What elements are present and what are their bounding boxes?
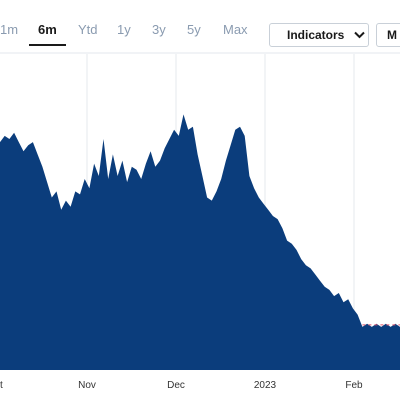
indicators-label: Indicators — [287, 28, 345, 42]
tab-ytd[interactable]: Ytd — [78, 22, 98, 37]
tab-3y[interactable]: 3y — [152, 22, 166, 37]
x-label-feb: Feb — [345, 380, 363, 391]
price-chart: t Nov Dec 2023 Feb — [0, 52, 400, 400]
indicators-button[interactable]: Indicators — [269, 23, 369, 47]
tab-max[interactable]: Max — [223, 22, 248, 37]
tab-6m[interactable]: 6m — [38, 22, 57, 37]
chart-toolbar: 1m 6m Ytd 1y 3y 5y Max Indicators M — [0, 0, 400, 52]
price-area — [0, 114, 400, 371]
tab-1y[interactable]: 1y — [117, 22, 131, 37]
tab-1m[interactable]: 1m — [0, 22, 19, 37]
x-label-oct: t — [0, 380, 3, 391]
more-button-label: M — [387, 28, 397, 42]
more-button[interactable]: M — [376, 23, 400, 47]
chevron-down-icon — [354, 31, 366, 39]
area-chart: t Nov Dec 2023 Feb — [0, 52, 400, 391]
x-label-dec: Dec — [167, 380, 185, 391]
x-label-2023: 2023 — [254, 380, 277, 391]
x-axis-labels: t Nov Dec 2023 Feb — [0, 380, 363, 391]
x-label-nov: Nov — [78, 380, 96, 391]
tab-5y[interactable]: 5y — [187, 22, 201, 37]
active-tab-underline — [29, 44, 66, 46]
